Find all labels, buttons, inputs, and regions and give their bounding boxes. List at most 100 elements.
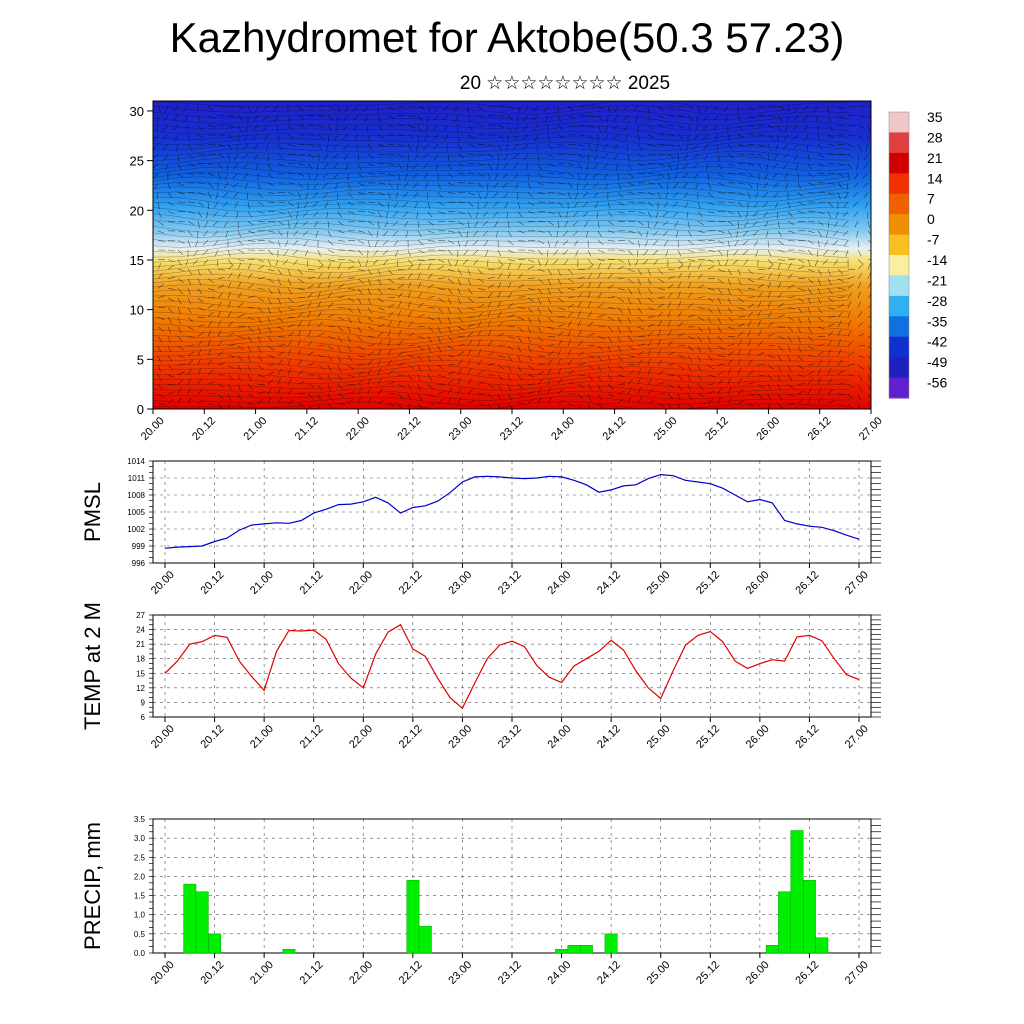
wind-barb xyxy=(657,359,663,366)
wind-barb xyxy=(507,374,511,382)
wind-barb xyxy=(827,400,835,404)
wind-barb xyxy=(617,173,619,181)
wind-barb xyxy=(467,134,475,139)
wind-barb xyxy=(772,172,779,179)
wind-barb xyxy=(587,264,594,270)
wind-barb xyxy=(167,297,175,302)
wind-barb xyxy=(447,297,452,305)
wind-barb xyxy=(857,403,861,409)
wind-barb xyxy=(857,321,864,328)
wind-barb xyxy=(797,297,804,303)
wind-barb xyxy=(747,182,753,189)
wind-barb xyxy=(393,240,399,247)
wind-barb xyxy=(357,172,364,179)
wind-barb xyxy=(277,336,285,338)
wind-barb xyxy=(243,173,249,179)
wind-barb xyxy=(697,262,702,270)
precip-bar xyxy=(579,945,593,954)
wind-barb xyxy=(657,124,665,127)
wind-barb xyxy=(597,302,604,308)
wind-barb xyxy=(567,296,575,299)
wind-barb xyxy=(367,220,375,226)
colorbar-swatch xyxy=(889,112,909,133)
wind-barb xyxy=(727,153,735,158)
wind-barb xyxy=(727,240,730,248)
wind-barb xyxy=(577,384,585,388)
wind-barb xyxy=(477,163,485,166)
wind-barb xyxy=(427,262,432,270)
wind-barb xyxy=(817,316,824,322)
wind-barb xyxy=(777,262,781,270)
wind-barb xyxy=(257,297,265,302)
wind-barb xyxy=(517,403,526,405)
wind-barb xyxy=(837,403,845,407)
wind-barb xyxy=(777,345,784,351)
wind-barb xyxy=(837,339,841,347)
wind-barb xyxy=(747,278,755,283)
wind-barb xyxy=(287,201,294,207)
wind-barb xyxy=(647,134,655,139)
wind-barb xyxy=(227,344,235,347)
wind-barb xyxy=(607,115,609,123)
wind-barb xyxy=(427,374,433,381)
x-tick-label: 21.12 xyxy=(293,415,321,443)
wind-barb xyxy=(332,153,339,159)
wind-barb xyxy=(455,115,459,123)
wind-barb xyxy=(397,259,399,267)
wind-barb xyxy=(727,377,731,385)
wind-barb xyxy=(577,340,583,347)
wind-barb xyxy=(357,240,365,244)
wind-barb xyxy=(497,374,503,381)
y-tick-label: 18 xyxy=(136,655,145,664)
y-tick-label: 3.5 xyxy=(134,815,146,824)
wind-barb xyxy=(457,326,465,331)
wind-barb xyxy=(787,345,792,353)
wind-barb xyxy=(797,182,802,190)
wind-barb xyxy=(807,153,810,161)
wind-barb xyxy=(307,384,315,388)
wind-barb xyxy=(442,105,449,112)
wind-barb xyxy=(257,182,261,190)
wind-barb xyxy=(397,292,403,299)
wind-barb xyxy=(154,182,159,190)
wind-barb xyxy=(827,269,831,276)
wind-barb xyxy=(187,134,190,142)
wind-barb xyxy=(487,351,494,356)
wind-barb xyxy=(627,307,631,315)
wind-barb xyxy=(615,163,619,171)
wind-barb xyxy=(827,358,831,366)
wind-barb xyxy=(597,105,605,110)
wind-barb xyxy=(833,259,839,266)
wind-barb xyxy=(267,317,271,324)
wind-barb xyxy=(707,288,715,291)
wind-barb xyxy=(302,230,309,236)
wind-barb xyxy=(537,278,544,284)
wind-barb xyxy=(347,192,353,198)
wind-barb xyxy=(215,192,219,200)
wind-barb xyxy=(737,288,743,294)
wind-barb xyxy=(457,153,464,159)
wind-barb xyxy=(617,317,622,324)
wind-barb xyxy=(327,403,333,409)
wind-barb xyxy=(477,172,485,177)
wind-barb xyxy=(303,201,309,208)
wind-barb xyxy=(324,153,329,161)
wind-barb xyxy=(194,240,199,247)
wind-barb xyxy=(457,211,465,215)
wind-barb xyxy=(676,230,679,238)
wind-barb xyxy=(227,321,233,328)
wind-barb xyxy=(467,297,474,303)
wind-barb xyxy=(383,230,389,237)
precip-bar xyxy=(406,880,420,954)
wind-barb xyxy=(797,383,806,385)
wind-barb xyxy=(427,393,435,398)
wind-barb xyxy=(817,144,823,150)
wind-barb xyxy=(367,230,373,237)
wind-barb xyxy=(226,163,229,171)
wind-barb xyxy=(547,230,553,237)
precip-bar xyxy=(195,891,209,954)
wind-barb xyxy=(477,124,485,127)
wind-barb xyxy=(567,359,573,366)
wind-barb xyxy=(627,163,632,170)
wind-barb xyxy=(547,351,554,356)
